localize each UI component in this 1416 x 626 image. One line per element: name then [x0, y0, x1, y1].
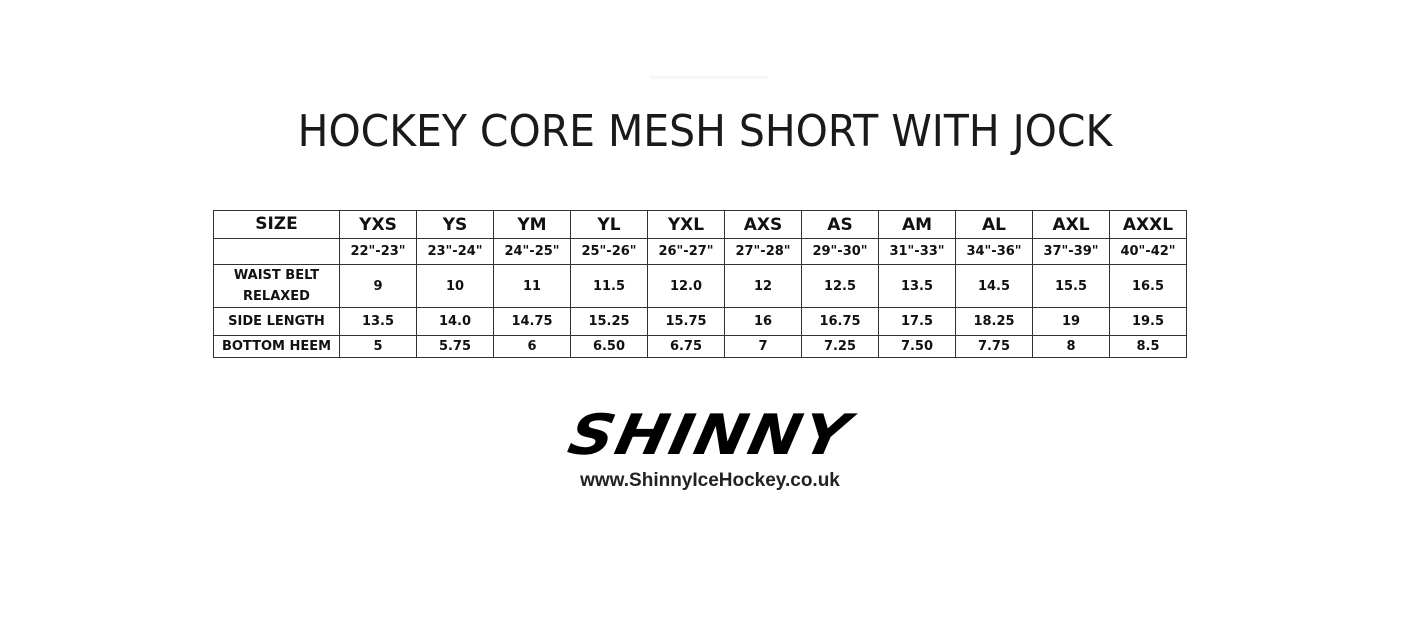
table-row: WAIST BELT RELAXED 9 10 11 11.5 12.0 12 12.5 13.… — [213, 264, 1187, 308]
table-cell: 6.50 — [570, 335, 648, 358]
size-header-cell: YXL — [647, 210, 725, 239]
table-cell: 14.5 — [955, 264, 1033, 308]
table-cell: 5 — [339, 335, 417, 358]
table-cell: 7.75 — [955, 335, 1033, 358]
table-cell: 34"-36" — [955, 238, 1033, 265]
table-cell: 24"-25" — [493, 238, 571, 265]
table-cell: 7.25 — [801, 335, 879, 358]
table-cell: 16.5 — [1109, 264, 1187, 308]
table-cell: 8.5 — [1109, 335, 1187, 358]
table-cell: 27"-28" — [724, 238, 802, 265]
size-header-cell: YXS — [339, 210, 417, 239]
table-cell: 22"-23" — [339, 238, 417, 265]
shinny-logo: SHINNY — [562, 401, 858, 468]
table-cell: 18.25 — [955, 307, 1033, 336]
size-header-cell: YL — [570, 210, 648, 239]
table-cell: 11 — [493, 264, 571, 308]
table-header-row: SIZE YXS YS YM YL YXL AXS AS AM AL AXL AXXL — [213, 210, 1187, 239]
table-cell: 15.25 — [570, 307, 648, 336]
size-header-cell: AXXL — [1109, 210, 1187, 239]
table-cell: 40"-42" — [1109, 238, 1187, 265]
table-row: SIDE LENGTH 13.5 14.0 14.75 15.25 15.75 16 16.7… — [213, 307, 1187, 336]
table-cell: 14.0 — [416, 307, 494, 336]
table-cell: 12.0 — [647, 264, 725, 308]
table-cell: 29"-30" — [801, 238, 879, 265]
size-label-cell: SIZE — [213, 210, 340, 239]
table-cell: 7.50 — [878, 335, 956, 358]
table-cell: 13.5 — [878, 264, 956, 308]
table-cell: 7 — [724, 335, 802, 358]
table-cell: 31"-33" — [878, 238, 956, 265]
size-header-cell: YS — [416, 210, 494, 239]
table-cell: 5.75 — [416, 335, 494, 358]
table-cell: 23"-24" — [416, 238, 494, 265]
table-cell: 25"-26" — [570, 238, 648, 265]
table-cell: 6 — [493, 335, 571, 358]
table-cell: 37"-39" — [1032, 238, 1110, 265]
table-row: BOTTOM HEEM 5 5.75 6 6.50 6.75 7 7.25 7.50 7.75 8 8… — [213, 335, 1187, 358]
website-url[interactable]: www.ShinnyIceHockey.co.uk — [580, 470, 840, 491]
table-cell: 26"-27" — [647, 238, 725, 265]
page-title: HOCKEY CORE MESH SHORT WITH JOCK — [297, 106, 1113, 157]
size-header-cell: AS — [801, 210, 879, 239]
row-label-cell: SIDE LENGTH — [213, 307, 340, 336]
table-cell: 19.5 — [1109, 307, 1187, 336]
size-header-cell: AXL — [1032, 210, 1110, 239]
table-cell: 16.75 — [801, 307, 879, 336]
row-label-cell: WAIST BELT RELAXED — [213, 264, 340, 308]
table-cell: 10 — [416, 264, 494, 308]
size-header-cell: AL — [955, 210, 1033, 239]
table-cell: 17.5 — [878, 307, 956, 336]
table-cell: 9 — [339, 264, 417, 308]
size-chart-table: SIZE YXS YS YM YL YXL AXS AS AM AL AXL AXXL 22"-23" 2… — [213, 210, 1187, 358]
size-header-cell: AXS — [724, 210, 802, 239]
row-label-cell: BOTTOM HEEM — [213, 335, 340, 358]
size-header-cell: YM — [493, 210, 571, 239]
size-header-cell: AM — [878, 210, 956, 239]
table-cell: 15.75 — [647, 307, 725, 336]
table-cell: 12 — [724, 264, 802, 308]
table-cell: 8 — [1032, 335, 1110, 358]
table-cell: 19 — [1032, 307, 1110, 336]
table-cell: 14.75 — [493, 307, 571, 336]
row-label-cell — [213, 238, 340, 265]
table-cell: 12.5 — [801, 264, 879, 308]
decorative-shade — [650, 76, 768, 80]
table-row: 22"-23" 23"-24" 24"-25" 25"-26" 26"-27" 27"-2… — [213, 238, 1187, 265]
table-cell: 15.5 — [1032, 264, 1110, 308]
table-cell: 13.5 — [339, 307, 417, 336]
table-cell: 11.5 — [570, 264, 648, 308]
table-cell: 6.75 — [647, 335, 725, 358]
table-cell: 16 — [724, 307, 802, 336]
